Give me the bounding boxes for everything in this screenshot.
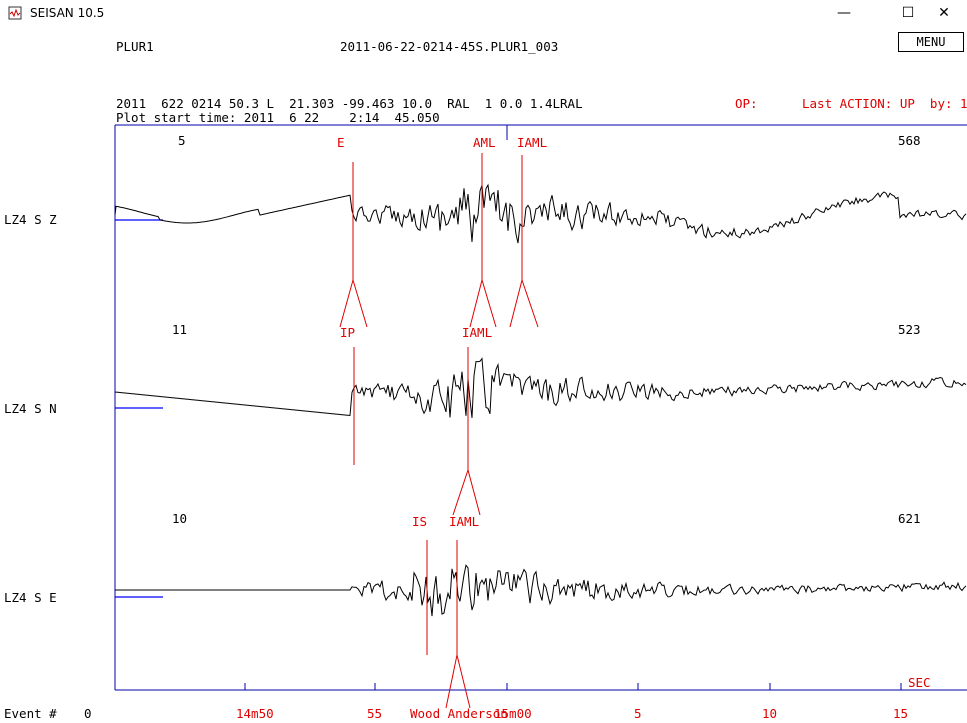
filter-overlay-label: Wood Anderson <box>410 706 508 721</box>
seisan-app-icon <box>8 6 22 20</box>
pick-label-iaml-n[interactable]: IAML <box>462 325 492 340</box>
plot-start-time: Plot start time: 2011 6 22 2:14 45.050 <box>116 110 440 125</box>
channel-label-e: LZ4 S E <box>4 590 57 605</box>
pick-markers-n <box>353 347 481 516</box>
pick-label-iaml-z[interactable]: IAML <box>517 135 547 150</box>
minimize-button[interactable]: — <box>837 5 851 21</box>
time-unit-label: SEC <box>908 675 931 690</box>
time-tick-15m00: 15m00 <box>494 706 532 721</box>
pick-label-is[interactable]: IS <box>412 514 427 529</box>
time-axis-ticks <box>244 125 902 690</box>
menu-button[interactable]: MENU <box>898 32 964 52</box>
event-number-label: Event # <box>4 706 57 721</box>
waveform-z <box>114 183 967 244</box>
pick-label-e[interactable]: E <box>337 135 345 150</box>
channel-label-z: LZ4 S Z <box>4 212 57 227</box>
time-tick-14m50: 14m50 <box>236 706 274 721</box>
waveform-n <box>114 357 967 418</box>
trace-e-min-count: 10 <box>172 511 187 526</box>
trace-n-max-count: 523 <box>898 322 921 337</box>
trace-n-min-count: 11 <box>172 322 187 337</box>
time-tick-55: 55 <box>367 706 382 721</box>
time-tick-10: 10 <box>762 706 777 721</box>
waveform-filename: 2011-06-22-0214-45S.PLUR1_003 <box>340 39 559 54</box>
waveform-e <box>115 564 967 617</box>
event-number-value: 0 <box>84 706 92 721</box>
close-button[interactable]: ✕ <box>938 5 950 21</box>
pick-markers-e <box>426 540 471 709</box>
op-label: OP: <box>735 96 758 111</box>
channel-label-n: LZ4 S N <box>4 401 57 416</box>
time-tick-5: 5 <box>634 706 642 721</box>
maximize-button[interactable]: ☐ <box>901 5 915 21</box>
trace-e-max-count: 621 <box>898 511 921 526</box>
trace-z-min-count: 5 <box>178 133 186 148</box>
station-name: PLUR1 <box>116 39 154 54</box>
pick-label-ip[interactable]: IP <box>340 325 355 340</box>
pick-label-aml[interactable]: AML <box>473 135 496 150</box>
event-header-line: 2011 622 0214 50.3 L 21.303 -99.463 10.0… <box>116 96 583 111</box>
window-title: SEISAN 10.5 <box>30 6 105 20</box>
window-titlebar: SEISAN 10.5 — ☐ ✕ <box>0 0 967 26</box>
pick-label-iaml-e[interactable]: IAML <box>449 514 479 529</box>
pick-markers-z <box>339 153 539 328</box>
time-tick-15: 15 <box>893 706 908 721</box>
trace-z-max-count: 568 <box>898 133 921 148</box>
last-action-status: Last ACTION: UP by: 1 <box>802 96 967 111</box>
